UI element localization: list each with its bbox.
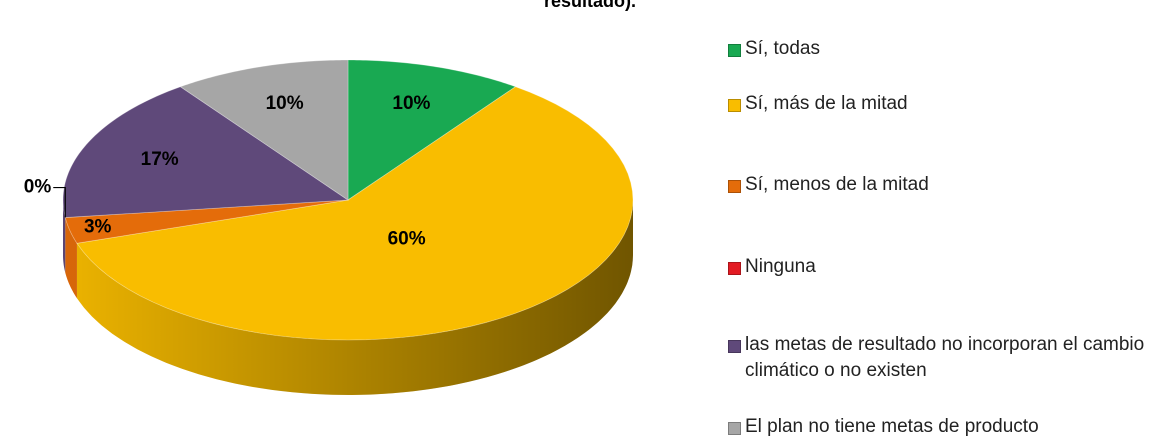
legend-item: Sí, todas xyxy=(728,36,1148,62)
legend-swatch xyxy=(728,340,741,353)
legend-swatch xyxy=(728,262,741,275)
slice xyxy=(64,199,349,244)
data-label: 0% xyxy=(24,177,52,198)
legend-label: Sí, menos de la mitad xyxy=(745,174,929,195)
legend-item: Sí, más de la mitad xyxy=(728,91,1148,117)
legend-label: Sí, todas xyxy=(745,38,820,59)
slice xyxy=(76,86,634,341)
legend-swatch xyxy=(728,44,741,57)
data-label: 60% xyxy=(388,229,426,250)
legend-label: El plan no tiene metas de producto xyxy=(745,416,1039,437)
slice xyxy=(62,86,350,218)
data-label: 17% xyxy=(141,149,179,170)
leader-line xyxy=(53,186,66,218)
legend-item: Sí, menos de la mitad xyxy=(728,172,1148,198)
legend-label: las metas de resultado no incorporan el … xyxy=(745,334,1145,381)
legend-label: Sí, más de la mitad xyxy=(745,93,908,114)
legend-item: El plan no tiene metas de producto xyxy=(728,414,1148,440)
legend-swatch xyxy=(728,422,741,435)
data-label: 3% xyxy=(84,217,112,238)
chart-title: resultado). xyxy=(544,0,636,11)
legend-swatch xyxy=(728,180,741,193)
data-label: 10% xyxy=(266,93,304,114)
legend-item: las metas de resultado no incorporan el … xyxy=(728,332,1148,384)
legend-swatch xyxy=(728,99,741,112)
slice xyxy=(347,59,517,201)
data-label: 10% xyxy=(392,93,430,114)
legend-label: Ninguna xyxy=(745,256,816,277)
legend-item: Ninguna xyxy=(728,254,1148,280)
slice xyxy=(179,59,349,201)
